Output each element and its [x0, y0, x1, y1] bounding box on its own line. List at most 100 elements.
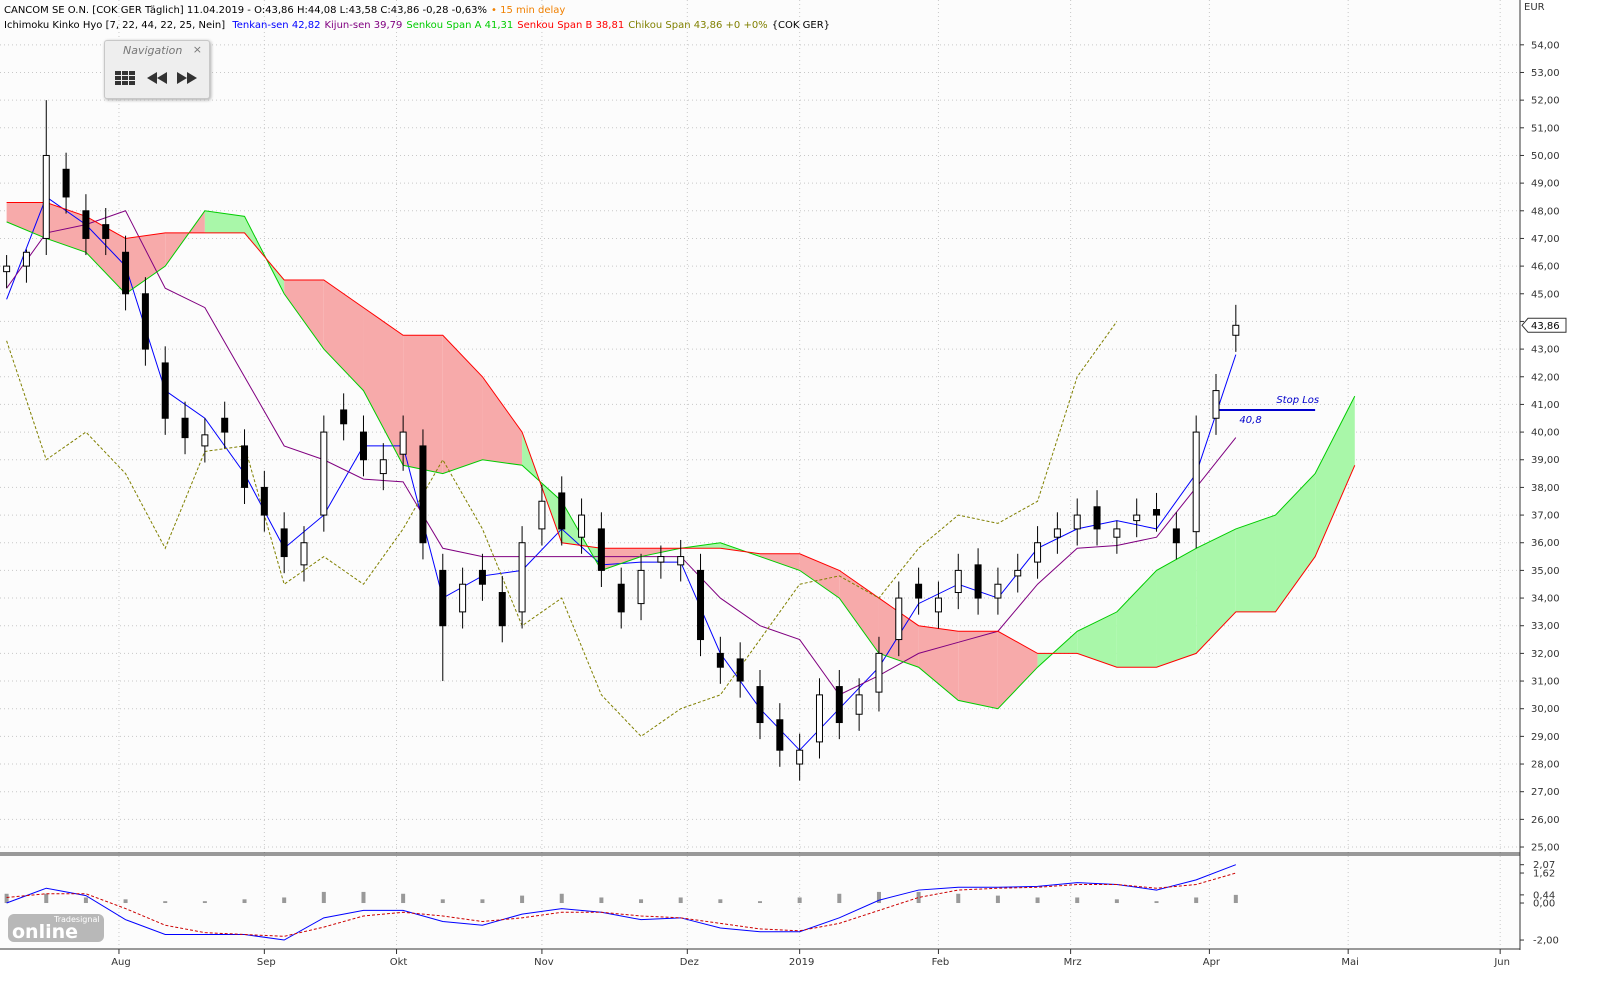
x-tick-label: Jun [1493, 957, 1510, 968]
candle-body [1172, 528, 1180, 544]
histogram-bar [4, 893, 9, 904]
cloud-segment [363, 307, 404, 466]
y-tick-label: 39,00 [1531, 455, 1560, 466]
candle-body [835, 686, 843, 724]
y-tick-label: 41,00 [1531, 400, 1560, 411]
header-line-1: CANCOM SE O.N. [COK GER Täglich] 11.04.2… [4, 5, 569, 16]
cloud-segment [403, 335, 443, 474]
cloud-segment [204, 210, 245, 233]
y-tick-label: 47,00 [1531, 234, 1560, 245]
navigation-panel[interactable]: Navigation × [104, 40, 210, 99]
candle-body [82, 210, 90, 239]
histogram-bar [876, 891, 881, 904]
forward-button[interactable] [177, 72, 197, 84]
y-tick-label: 38,00 [1531, 483, 1560, 494]
histogram-bar [440, 899, 445, 904]
candle-body [181, 417, 189, 439]
x-tick-label: Okt [390, 957, 408, 968]
indicator-line [6, 321, 1118, 738]
menu-icon[interactable] [115, 71, 135, 85]
cloud-segment [482, 376, 523, 466]
back-button[interactable] [147, 72, 167, 84]
candle-body [736, 658, 744, 682]
y-tick-label: 35,00 [1531, 566, 1560, 577]
y-tick-label: 46,00 [1531, 262, 1560, 273]
candle-body [498, 592, 506, 627]
candle-body [815, 694, 823, 743]
histogram-bar [123, 899, 128, 904]
candle-body [617, 583, 625, 613]
candle-body [399, 431, 407, 455]
candle-body [934, 597, 942, 613]
oscillator-line [6, 872, 1236, 937]
histogram-bar [1114, 899, 1119, 904]
annotation-text: Stop Los [1276, 395, 1319, 406]
close-button[interactable]: × [192, 43, 202, 56]
y-tick-label: 51,00 [1531, 123, 1560, 134]
indicator-label: Ichimoku Kinko Hyo [7, 22, 44, 22, 25, N… [4, 20, 226, 31]
legend-entry: Senkou Span B 38,81 [517, 20, 625, 31]
candle-body [1192, 431, 1200, 533]
cloud-segment [958, 631, 998, 709]
candle-body [320, 431, 328, 516]
y-tick-label: 45,00 [1531, 289, 1560, 300]
histogram-bar [163, 901, 168, 904]
indicator-line [6, 210, 1237, 696]
cloud-segment [1235, 515, 1276, 612]
candle-body [459, 583, 467, 613]
candle-body [1053, 528, 1061, 538]
histogram-bar [282, 897, 287, 904]
candle-body [42, 154, 50, 239]
candle-body [359, 431, 367, 461]
candle-body [974, 564, 982, 599]
x-tick-label: Dez [680, 957, 699, 968]
cloud-segment [6, 202, 47, 239]
y-tick-label: 50,00 [1531, 151, 1560, 162]
candle-body [260, 486, 268, 516]
candle-body [677, 556, 685, 566]
histogram-bar [361, 891, 366, 904]
histogram-bar [916, 891, 921, 904]
histogram-bar [718, 899, 723, 904]
candle-body [1073, 514, 1081, 530]
legend-entry: Kijun-sen 39,79 [324, 20, 403, 31]
candle-body [597, 528, 605, 571]
cloud-segment [284, 279, 324, 350]
cloud-segment [1196, 528, 1236, 654]
candle-body [1113, 528, 1121, 538]
y-tick-label: 33,00 [1531, 621, 1560, 632]
cloud-segment [46, 202, 86, 253]
legend-entry: Senkou Span A 41,31 [406, 20, 514, 31]
candle-body [558, 492, 566, 530]
candle-body [1232, 324, 1240, 336]
cloud-segment [1275, 473, 1316, 612]
candle-body [1093, 506, 1101, 530]
y-tick-label: 34,00 [1531, 594, 1560, 605]
cloud-segment [1315, 396, 1355, 557]
histogram-bar [1233, 894, 1238, 904]
y-tick-label: 0,44 [1533, 890, 1555, 901]
legend-entry: Chikou Span 43,86 +0 +0% [628, 20, 768, 31]
logo: Tradesignal online [8, 914, 104, 943]
candle-body [1153, 509, 1161, 516]
y-tick-label: 27,00 [1531, 787, 1560, 798]
y-tick-label: -2,00 [1533, 936, 1559, 947]
candle-body [102, 224, 110, 239]
candle-body [340, 409, 348, 425]
candle-body [379, 459, 387, 475]
candle-body [1034, 542, 1042, 563]
y-unit: EUR [1524, 2, 1545, 13]
y-tick-label: 53,00 [1531, 68, 1560, 79]
x-tick-label: 2019 [789, 957, 814, 968]
x-tick-label: Apr [1203, 957, 1221, 968]
candle-body [241, 445, 249, 488]
y-tick-label: 32,00 [1531, 649, 1560, 660]
y-tick-label: 43,00 [1531, 345, 1560, 356]
candle-body [300, 542, 308, 566]
candle-body [994, 583, 1002, 599]
y-tick-label: 28,00 [1531, 760, 1560, 771]
header-line-2: Ichimoku Kinko Hyo [7, 22, 44, 22, 25, N… [4, 20, 834, 31]
histogram-bar [242, 899, 247, 904]
cloud-segment [323, 279, 364, 391]
title: CANCOM SE O.N. [COK GER Täglich] 11.04.2… [4, 5, 487, 16]
